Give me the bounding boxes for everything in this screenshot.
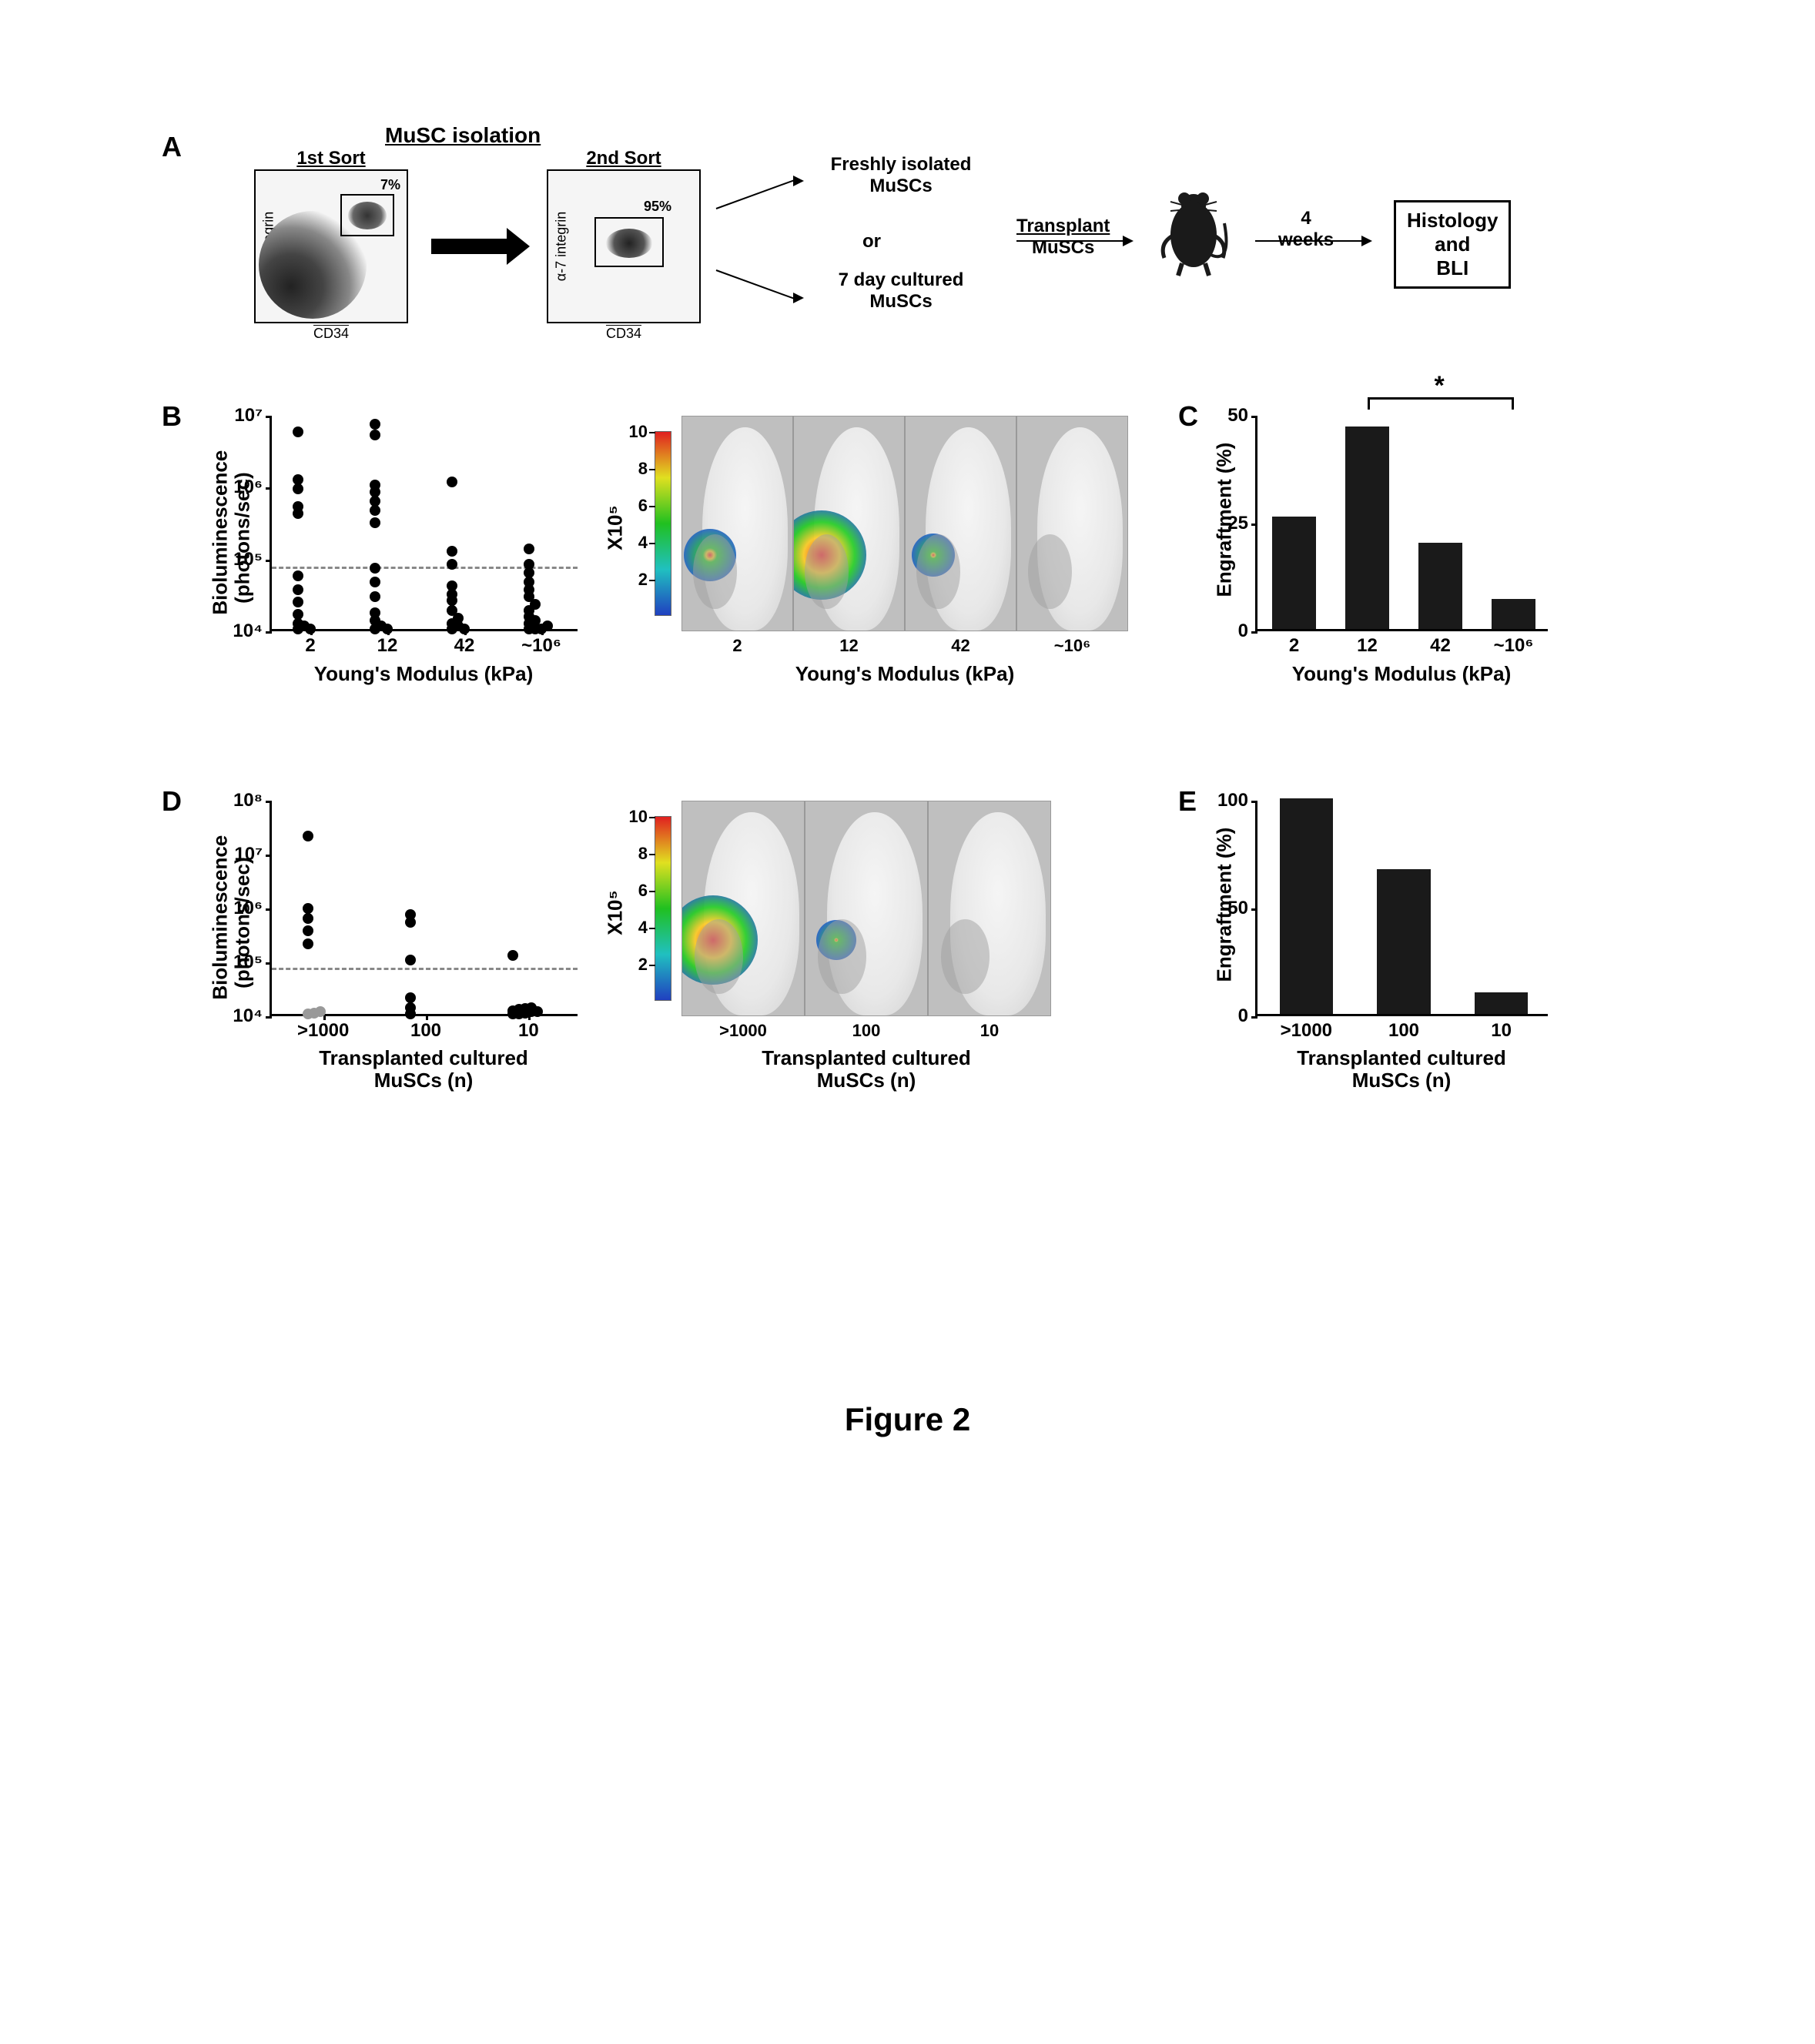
figure-2: A MuSC isolation 1st Sort α-7 integrin C… [185,131,1632,1116]
panel-e-chart-area: 050100>100010010 [1255,801,1548,1016]
panel-c-xlab: Young's Modulus (kPa) [1255,662,1548,686]
panel-d-scale-mult: X10⁵ [604,890,628,935]
transplant-top: Transplant [1016,216,1110,237]
panel-a-label: A [162,131,182,163]
panel-c-chart-area: 0255021242~10⁶* [1255,416,1548,631]
panel-b-scatter: Bioluminescence (photons/sec) 10⁴10⁵10⁶1… [270,416,578,631]
panel-e-bar: Engraftment (%) 050100>100010010 Transpl… [1255,801,1548,1016]
panel-c-label: C [1178,400,1198,433]
panel-d-xlab-top: Transplanted cultured [270,1047,578,1069]
panel-b-img-xlab: Young's Modulus (kPa) [681,662,1128,686]
option1b: MuSCs [816,176,986,197]
sort1-box: 1st Sort α-7 integrin CD34 7% [254,169,408,323]
panel-e-xlab-top: Transplanted cultured [1255,1047,1548,1069]
result-mid: and [1407,233,1498,256]
option2: 7 day cultured MuSCs [816,269,986,313]
row-bc: B Bioluminescence (photons/sec) 10⁴10⁵10… [185,408,1632,731]
arrow-sort1-to-sort2 [431,239,508,254]
panel-b-scale-mult: X10⁵ [604,505,628,550]
panel-d-ylab: Bioluminescence (photons/sec) [209,846,253,1000]
panel-d-colorscale: 246810 [655,816,671,1001]
panel-e-label: E [1178,785,1197,818]
branch-line [716,179,796,209]
panel-a: A MuSC isolation 1st Sort α-7 integrin C… [185,131,1632,377]
branch-line-2 [716,269,796,300]
panel-e-xlab: Transplanted cultured MuSCs (n) [1255,1047,1548,1091]
option2b: MuSCs [816,291,986,313]
option1: Freshly isolated MuSCs [816,154,986,197]
panel-b-strip: 21242~10⁶ [681,416,1128,631]
weeks-top: 4 [1278,208,1334,229]
panel-d-scatter: Bioluminescence (photons/sec) 10⁴10⁵10⁶1… [270,801,578,1016]
panel-d-img-xlab-bot: MuSCs (n) [681,1069,1051,1092]
panel-b-label: B [162,400,182,433]
branch-arrowhead-2 [793,293,804,303]
result-bot: BLI [1407,256,1498,280]
transplant: Transplant MuSCs [1016,216,1110,259]
panel-d-ylab-text: Bioluminescence (photons/sec) [209,846,253,1000]
result-box: Histology and BLI [1394,200,1511,289]
mouse-icon [1155,192,1232,277]
panel-b-xlab: Young's Modulus (kPa) [270,662,578,686]
sort2-pct: 95% [644,199,671,215]
panel-d-xlab: Transplanted cultured MuSCs (n) [270,1047,578,1091]
sort1-gate-cloud [348,202,387,229]
arrow-transplant [1016,240,1124,242]
panel-b-chart-area: 10⁴10⁵10⁶10⁷21242~10⁶ [270,416,578,631]
panel-d-label: D [162,785,182,818]
weeks: 4 weeks [1278,208,1334,251]
sort2-box: 2nd Sort α-7 integrin CD34 95% [547,169,701,323]
panel-c-bar: Engraftment (%) 0255021242~10⁶* Young's … [1255,416,1548,631]
sort2-ylab: α-7 integrin [554,212,570,281]
weeks-bot: weeks [1278,229,1334,251]
result-top: Histology [1407,209,1498,233]
sort2-cloud [606,229,652,258]
row-de: D Bioluminescence (photons/sec) 10⁴10⁵10… [185,793,1632,1116]
sort1-pct: 7% [380,177,400,193]
panel-d-chart-area: 10⁴10⁵10⁶10⁷10⁸>100010010 [270,801,578,1016]
panel-d-xlab-bot-t: MuSCs (n) [374,1069,474,1092]
option1a: Freshly isolated [816,154,986,176]
panel-b-colorscale: 246810 [655,431,671,616]
figure-caption: Figure 2 [845,1401,970,1438]
panel-d-xlab-bot: MuSCs (n) [270,1069,578,1092]
panel-d-img-xlab-top: Transplanted cultured [681,1047,1051,1069]
sort2-xlab: CD34 [548,326,699,342]
sort1-xlab: CD34 [256,326,407,342]
sort1-label: 1st Sort [256,148,407,169]
option2a: 7 day cultured [816,269,986,291]
panel-d-img-xlab: Transplanted cultured MuSCs (n) [681,1047,1051,1091]
option-or: or [862,231,881,253]
panel-e-xlab-bot: MuSCs (n) [1255,1069,1548,1092]
panel-d-strip: >100010010 [681,801,1051,1016]
branch-arrowhead-1 [793,176,804,186]
isolation-title: MuSC isolation [385,123,541,148]
sort2-label: 2nd Sort [548,148,699,169]
